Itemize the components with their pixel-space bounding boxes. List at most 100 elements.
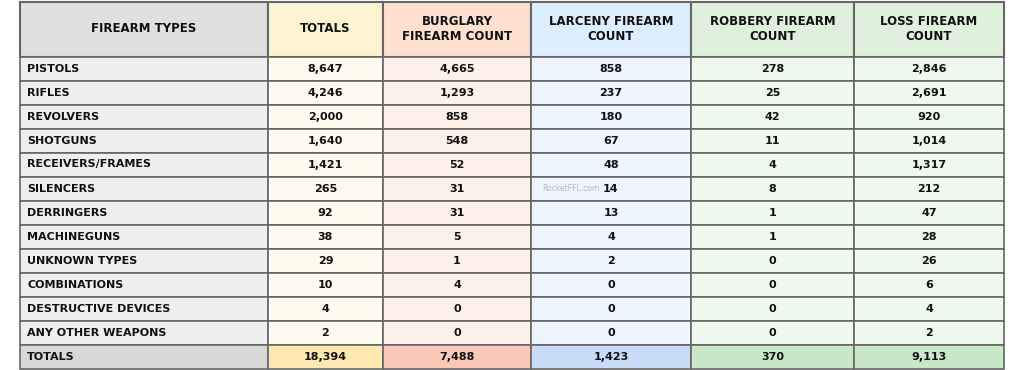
Text: 4: 4	[769, 159, 776, 169]
Bar	[691, 152, 854, 176]
Bar	[854, 249, 1004, 272]
Bar	[531, 296, 691, 320]
Bar	[20, 272, 268, 296]
Bar	[691, 57, 854, 81]
Text: 370: 370	[761, 352, 784, 361]
Text: SHOTGUNS: SHOTGUNS	[27, 135, 96, 145]
Bar	[268, 201, 383, 225]
Text: 6: 6	[925, 279, 933, 289]
Text: 0: 0	[769, 303, 776, 313]
Text: BURGLARY
FIREARM COUNT: BURGLARY FIREARM COUNT	[402, 15, 512, 43]
Text: 4: 4	[607, 232, 615, 242]
Bar	[383, 249, 531, 272]
Bar	[691, 320, 854, 344]
Bar	[854, 296, 1004, 320]
Text: REVOLVERS: REVOLVERS	[27, 111, 99, 121]
Bar	[854, 201, 1004, 225]
Bar	[854, 320, 1004, 344]
Bar	[20, 57, 268, 81]
Bar	[854, 104, 1004, 128]
Bar	[20, 1, 268, 57]
Bar	[20, 104, 268, 128]
Text: 0: 0	[607, 279, 614, 289]
Text: 237: 237	[599, 87, 623, 98]
Text: 858: 858	[599, 64, 623, 74]
Bar	[383, 201, 531, 225]
Text: 25: 25	[765, 87, 780, 98]
Text: LOSS FIREARM
COUNT: LOSS FIREARM COUNT	[881, 15, 978, 43]
Bar	[268, 249, 383, 272]
Bar	[268, 320, 383, 344]
Text: 1,423: 1,423	[593, 352, 629, 361]
Text: 2,000: 2,000	[308, 111, 343, 121]
Bar	[268, 344, 383, 369]
Bar	[691, 176, 854, 201]
Text: 4,665: 4,665	[439, 64, 475, 74]
Text: COMBINATIONS: COMBINATIONS	[27, 279, 123, 289]
Text: 0: 0	[769, 279, 776, 289]
Bar	[383, 225, 531, 249]
Text: 2: 2	[607, 256, 614, 266]
Text: 4: 4	[453, 279, 461, 289]
Text: TOTALS: TOTALS	[27, 352, 75, 361]
Bar	[383, 104, 531, 128]
Bar	[383, 57, 531, 81]
Text: 212: 212	[918, 184, 941, 194]
Bar	[531, 249, 691, 272]
Text: 0: 0	[607, 303, 614, 313]
Text: TOTALS: TOTALS	[300, 23, 351, 36]
Text: 2: 2	[322, 327, 330, 337]
Text: ANY OTHER WEAPONS: ANY OTHER WEAPONS	[27, 327, 166, 337]
Text: 2,691: 2,691	[911, 87, 947, 98]
Bar	[383, 1, 531, 57]
Text: 1: 1	[454, 256, 461, 266]
Bar	[691, 249, 854, 272]
Bar	[854, 1, 1004, 57]
Text: 8: 8	[769, 184, 776, 194]
Bar	[20, 176, 268, 201]
Text: 67: 67	[603, 135, 618, 145]
Bar	[268, 128, 383, 152]
Bar	[268, 272, 383, 296]
Bar	[531, 57, 691, 81]
Text: 0: 0	[454, 303, 461, 313]
Text: ROBBERY FIREARM
COUNT: ROBBERY FIREARM COUNT	[710, 15, 836, 43]
Bar	[268, 104, 383, 128]
Text: 18,394: 18,394	[304, 352, 347, 361]
Bar	[531, 152, 691, 176]
Text: 14: 14	[603, 184, 618, 194]
Bar	[691, 128, 854, 152]
Text: 4: 4	[322, 303, 330, 313]
Bar	[268, 225, 383, 249]
Text: RocketFFL.com: RocketFFL.com	[543, 184, 600, 193]
Text: 1,317: 1,317	[911, 159, 946, 169]
Bar	[854, 152, 1004, 176]
Text: 13: 13	[603, 208, 618, 218]
Text: 48: 48	[603, 159, 618, 169]
Bar	[268, 296, 383, 320]
Text: 4: 4	[925, 303, 933, 313]
Bar	[854, 57, 1004, 81]
Bar	[20, 201, 268, 225]
Bar	[531, 128, 691, 152]
Bar	[691, 344, 854, 369]
Text: 1,640: 1,640	[308, 135, 343, 145]
Text: 9,113: 9,113	[911, 352, 946, 361]
Text: 11: 11	[765, 135, 780, 145]
Text: 1,421: 1,421	[308, 159, 343, 169]
Text: SILENCERS: SILENCERS	[27, 184, 95, 194]
Bar	[854, 128, 1004, 152]
Text: 0: 0	[769, 256, 776, 266]
Text: 47: 47	[922, 208, 937, 218]
Text: FIREARM TYPES: FIREARM TYPES	[91, 23, 197, 36]
Bar	[854, 272, 1004, 296]
Bar	[20, 320, 268, 344]
Bar	[383, 344, 531, 369]
Bar	[531, 225, 691, 249]
Bar	[383, 296, 531, 320]
Text: 26: 26	[922, 256, 937, 266]
Text: RIFLES: RIFLES	[27, 87, 70, 98]
Text: 2,846: 2,846	[911, 64, 947, 74]
Bar	[20, 225, 268, 249]
Bar	[531, 201, 691, 225]
